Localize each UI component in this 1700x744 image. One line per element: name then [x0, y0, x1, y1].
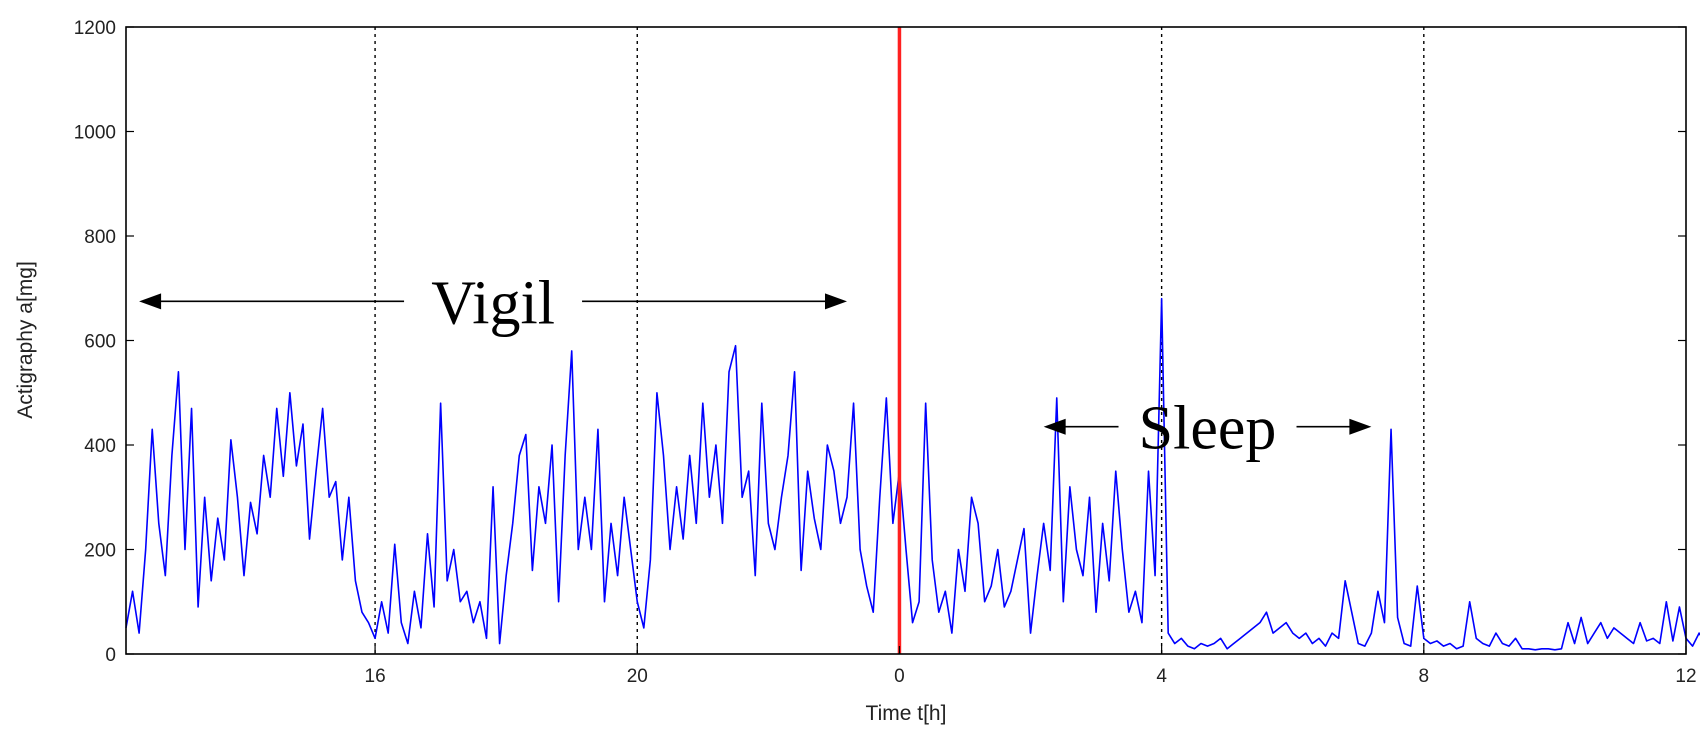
y-tick-label: 1200 [74, 18, 116, 39]
y-tick-label: 800 [84, 227, 116, 248]
annotation-arrowhead-right [1349, 418, 1372, 435]
series-layer [125, 297, 1700, 651]
y-axis-ticks: 0 200 400 600 800 1000 1200 [74, 18, 1686, 666]
annotation-arrowhead-left [139, 293, 162, 310]
x-tick-label: 16 [365, 666, 386, 687]
x-tick-label: 0 [894, 666, 905, 687]
actigraphy-series-line [125, 297, 1700, 651]
y-tick-label: 400 [84, 436, 116, 457]
x-tick-label: 4 [1156, 666, 1167, 687]
annotation-label-vigil: Vigil [431, 269, 555, 337]
y-axis-label: Actigraphy a[mg] [14, 261, 37, 419]
x-axis-ticks: 16 20 0 4 8 12 [365, 646, 1697, 687]
x-tick-label: 20 [627, 666, 648, 687]
x-tick-label: 8 [1419, 666, 1430, 687]
x-axis-label: Time t[h] [866, 702, 947, 725]
x-tick-label: 12 [1675, 666, 1696, 687]
plot-area [126, 27, 1686, 654]
y-tick-label: 1000 [74, 123, 116, 144]
y-tick-label: 200 [84, 541, 116, 562]
annotation-arrowhead-left [1043, 418, 1066, 435]
annotation-arrowhead-right [825, 293, 848, 310]
y-tick-label: 0 [105, 645, 116, 666]
annotation-label-sleep: Sleep [1139, 395, 1277, 463]
annotations: Vigil Sleep [139, 269, 1372, 463]
y-tick-label: 600 [84, 332, 116, 353]
